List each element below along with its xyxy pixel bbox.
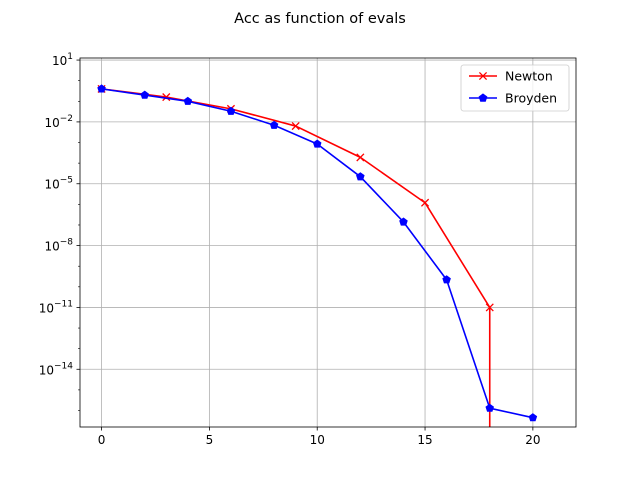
x-tick-label: 20 [525,433,540,447]
data-point [485,403,495,412]
x-tick-label: 5 [206,433,214,447]
data-point [399,217,408,226]
data-point [528,413,538,422]
series-broyden [97,84,538,422]
x-tick-label: 15 [417,433,432,447]
chart-title: Acc as function of evals [234,11,406,27]
data-point [183,96,193,105]
legend-label: Broyden [505,91,557,106]
data-point [269,120,279,129]
legend-item-broyden: Broyden [469,91,557,106]
grid [80,58,576,427]
data-point [356,153,365,162]
legend-item-newton: Newton [469,69,553,84]
legend-marker [478,93,488,102]
axes-frame [79,57,577,428]
data-point [312,139,322,148]
plot-area: 0 5 10 15 20 101 10−2 10−5 10−8 10−11 10−14 Newton B… [39,52,577,447]
x-tick-label: 10 [310,433,325,447]
data-point [356,172,365,181]
data-point [162,93,171,102]
y-tick-label: 10−11 [39,299,73,315]
data-point [291,121,300,131]
y-tick-label: 10−14 [39,361,74,377]
y-tick-label: 101 [52,52,73,68]
y-tick-label: 10−5 [44,176,73,192]
legend-marker [478,71,488,81]
data-point [420,198,430,207]
legend-label: Newton [505,69,553,84]
y-tick-label: 10−8 [44,238,73,254]
data-point [97,84,106,93]
data-point [442,275,451,284]
data-point [485,303,494,312]
data-point [140,90,149,99]
data-point [226,106,236,115]
legend: Newton Broyden [460,64,570,112]
y-tick-label: 10−2 [44,114,73,130]
x-tick-label: 0 [98,433,106,447]
series-layer [97,84,538,427]
